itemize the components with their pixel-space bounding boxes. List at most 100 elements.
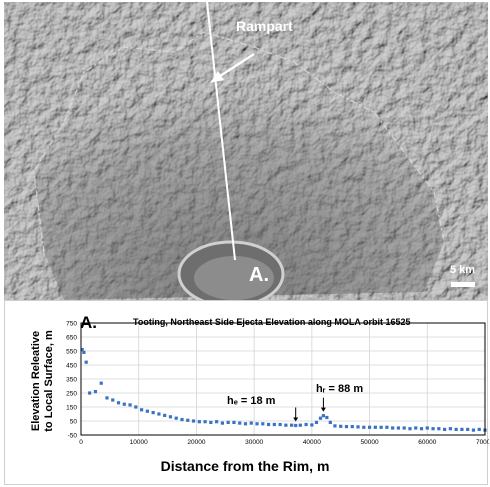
data-point xyxy=(151,411,155,415)
y-tick-label: 650 xyxy=(66,335,77,342)
data-point xyxy=(344,425,349,429)
rampart-height-annotation: hᵣ = 88 m xyxy=(316,383,364,395)
data-point xyxy=(443,427,447,431)
scale-bar xyxy=(451,282,475,287)
data-point xyxy=(116,401,121,405)
annotation-arrow-head xyxy=(320,407,326,412)
data-point xyxy=(367,425,372,429)
data-point xyxy=(298,423,302,427)
data-point xyxy=(437,427,441,431)
data-point xyxy=(255,422,259,426)
data-point xyxy=(128,403,132,407)
data-point xyxy=(325,415,329,420)
data-point xyxy=(99,381,103,385)
data-point xyxy=(105,396,109,400)
data-point xyxy=(477,427,481,431)
elevation-chart: -50 50 150 250 350 450 550 650 750 0 10000 20000 300… xyxy=(4,300,489,485)
x-tick-label: 50000 xyxy=(361,439,379,446)
data-point xyxy=(460,427,464,431)
data-point xyxy=(310,423,314,427)
data-point xyxy=(197,420,201,424)
rampart-label: Rampart xyxy=(236,18,293,34)
data-point xyxy=(220,421,224,425)
data-point xyxy=(266,422,271,427)
y-tick-label: 350 xyxy=(66,377,77,384)
data-point xyxy=(84,360,88,364)
data-point xyxy=(290,423,294,427)
data-point xyxy=(373,425,377,429)
y-tick-label: 150 xyxy=(66,405,77,412)
data-point xyxy=(82,350,86,354)
y-tick-label: -50 xyxy=(68,433,78,440)
data-point xyxy=(321,414,325,418)
chart-svg: -50 50 150 250 350 450 550 650 750 0 10000 20000 300… xyxy=(66,321,489,447)
data-point xyxy=(471,428,476,432)
chart-title: Tooting, Northeast Side Ejecta Elevation… xyxy=(133,317,411,327)
data-point xyxy=(168,415,173,419)
data-point xyxy=(425,426,429,430)
y-axis-label-line1: Elevation Releative xyxy=(30,330,42,432)
x-tick-label: 0 xyxy=(79,439,83,446)
data-point xyxy=(466,427,470,431)
y-axis-label-line2: to Local Surface, m xyxy=(43,330,55,432)
data-point xyxy=(385,425,389,429)
crater-image: Rampart A. 5 km xyxy=(4,2,488,300)
data-point xyxy=(318,416,323,420)
data-point xyxy=(278,422,282,427)
data-point xyxy=(140,408,144,412)
data-point xyxy=(134,405,138,409)
data-point xyxy=(157,412,161,416)
data-point xyxy=(379,425,383,429)
x-tick-label: 30000 xyxy=(245,439,263,446)
ejecta-height-annotation: hₑ = 18 m xyxy=(227,395,276,407)
data-point xyxy=(284,423,288,427)
data-point xyxy=(272,422,276,427)
data-point xyxy=(339,424,343,428)
data-point xyxy=(232,420,236,424)
data-point xyxy=(243,422,248,426)
data-point xyxy=(350,425,354,429)
data-point xyxy=(145,409,149,413)
data-point xyxy=(93,390,98,394)
data-point xyxy=(333,424,337,428)
data-point xyxy=(203,420,207,424)
data-point xyxy=(174,416,178,420)
x-axis-label: Distance from the Rim, m xyxy=(160,458,330,474)
y-axis-label: Elevation Releative to Local Surface, m xyxy=(30,301,56,461)
y-tick-label: 250 xyxy=(66,391,77,398)
annotation-arrow-head xyxy=(293,417,299,422)
data-point xyxy=(304,422,308,427)
data-point xyxy=(402,426,406,430)
x-tick-label: 60000 xyxy=(418,439,436,446)
data-point xyxy=(80,348,84,352)
data-point xyxy=(448,427,452,431)
data-point xyxy=(391,426,395,430)
scale-label: 5 km xyxy=(450,264,476,276)
x-tick-label: 70000 xyxy=(476,439,489,446)
data-point xyxy=(314,420,319,424)
data-point xyxy=(294,423,298,428)
data-point xyxy=(419,427,424,431)
data-point xyxy=(111,398,115,402)
y-tick-label: 750 xyxy=(66,321,77,328)
data-point xyxy=(163,413,167,417)
data-point xyxy=(238,421,242,425)
crater-label: A. xyxy=(249,264,269,286)
y-tick-label: 450 xyxy=(66,363,77,370)
data-point xyxy=(88,391,92,395)
x-tick-label: 40000 xyxy=(303,439,321,446)
data-point xyxy=(186,418,190,422)
data-point xyxy=(249,421,253,425)
data-point xyxy=(122,402,126,406)
data-point xyxy=(408,427,412,431)
data-point xyxy=(226,420,230,424)
data-point xyxy=(414,426,418,430)
data-point xyxy=(180,418,184,422)
data-point xyxy=(209,420,213,424)
panel-label: A. xyxy=(80,313,97,332)
data-point xyxy=(328,420,332,424)
data-point xyxy=(215,420,219,424)
crater-image-drawing xyxy=(4,2,488,300)
x-tick-label: 20000 xyxy=(187,439,205,446)
